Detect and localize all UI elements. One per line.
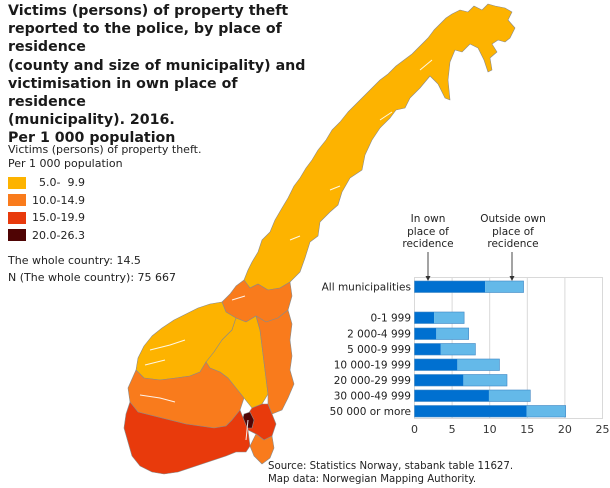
bar-outside-own-place (457, 359, 500, 371)
x-tick-label: 10 (483, 423, 497, 436)
bar-outside-own-place (488, 390, 531, 402)
bar-outline (414, 374, 508, 387)
bar-outline (414, 389, 531, 402)
legend-label: 5.0- 9.9 (32, 176, 85, 190)
chart-title: Victims (persons) of property theft repo… (8, 3, 306, 147)
category-label: 0-1 999 (370, 313, 411, 325)
legend-label: 15.0-19.9 (32, 211, 85, 225)
x-tick-label: 5 (449, 423, 456, 436)
whole-country-value: The whole country: 14.5 (8, 254, 141, 267)
legend-label: 10.0-14.9 (32, 193, 85, 207)
map-data-line: Map data: Norwegian Mapping Authority. (268, 473, 477, 485)
bar-own-place (414, 328, 437, 340)
map-region-ostfold (249, 433, 275, 465)
bar-own-place (414, 359, 458, 371)
annotation-outside-own-place: Outside own place of recidence (480, 213, 546, 250)
legend-swatch-5-10 (8, 176, 26, 189)
legend-swatch-20-26 (8, 229, 26, 242)
annotation-own-place: In own place of recidence (402, 213, 454, 250)
legend-swatch-15-20 (8, 211, 26, 224)
legend-swatch-10-15 (8, 194, 26, 207)
bar-own-place (414, 405, 527, 417)
bar-outline (414, 280, 524, 293)
bar-outline (414, 405, 566, 418)
bar-outside-own-place (436, 328, 469, 340)
legend-item: 20.0-26.3 (8, 227, 201, 245)
source-note: Source: Statistics Norway, stabank table… (268, 461, 513, 486)
bar-outline (414, 311, 465, 324)
category-label: 10 000-19 999 (334, 360, 411, 372)
x-axis-ticks: 0 5 10 15 20 25 (411, 423, 610, 436)
x-tick-label: 25 (596, 423, 610, 436)
legend-item: 5.0- 9.9 (8, 174, 201, 192)
category-label: 2 000-4 999 (347, 329, 411, 341)
x-tick-label: 20 (558, 423, 572, 436)
bar-own-place (414, 390, 489, 402)
category-label: All municipalities (322, 282, 411, 294)
x-tick-label: 15 (520, 423, 534, 436)
category-label: 5 000-9 999 (347, 344, 411, 356)
bar-outline (414, 343, 476, 356)
bar-own-place (414, 343, 441, 355)
annotation-arrows (425, 252, 515, 281)
bar-outside-own-place (485, 281, 524, 293)
category-label: 30 000-49 999 (334, 391, 411, 403)
map-region-hedmark (255, 309, 295, 415)
bar-outside-own-place (463, 374, 507, 386)
bar-outside-own-place (434, 312, 465, 324)
category-labels: All municipalities 0-1 999 2 000-4 999 5 00… (322, 282, 411, 419)
legend-item: 10.0-14.9 (8, 192, 201, 210)
map-legend: Victims (persons) of property theft. Per… (8, 143, 201, 286)
bar-outside-own-place (526, 405, 566, 417)
bar-outside-own-place (440, 343, 476, 355)
bar-outline (414, 358, 500, 371)
bar-own-place (414, 281, 486, 293)
legend-heading: Victims (persons) of property theft. Per… (8, 143, 202, 170)
category-label: 20 000-29 999 (334, 375, 411, 387)
x-tick-label: 0 (411, 423, 418, 436)
bar-own-place (414, 374, 464, 386)
legend-item: 15.0-19.9 (8, 209, 201, 227)
whole-country-n: N (The whole country): 75 667 (8, 271, 177, 284)
legend-label: 20.0-26.3 (32, 228, 85, 242)
bar-outline (414, 327, 469, 340)
source-line: Source: Statistics Norway, stabank table… (268, 461, 514, 472)
map-region-south-red (123, 401, 251, 475)
chart-bars (414, 280, 566, 418)
bar-own-place (414, 312, 435, 324)
category-label: 50 000 or more (330, 406, 411, 418)
